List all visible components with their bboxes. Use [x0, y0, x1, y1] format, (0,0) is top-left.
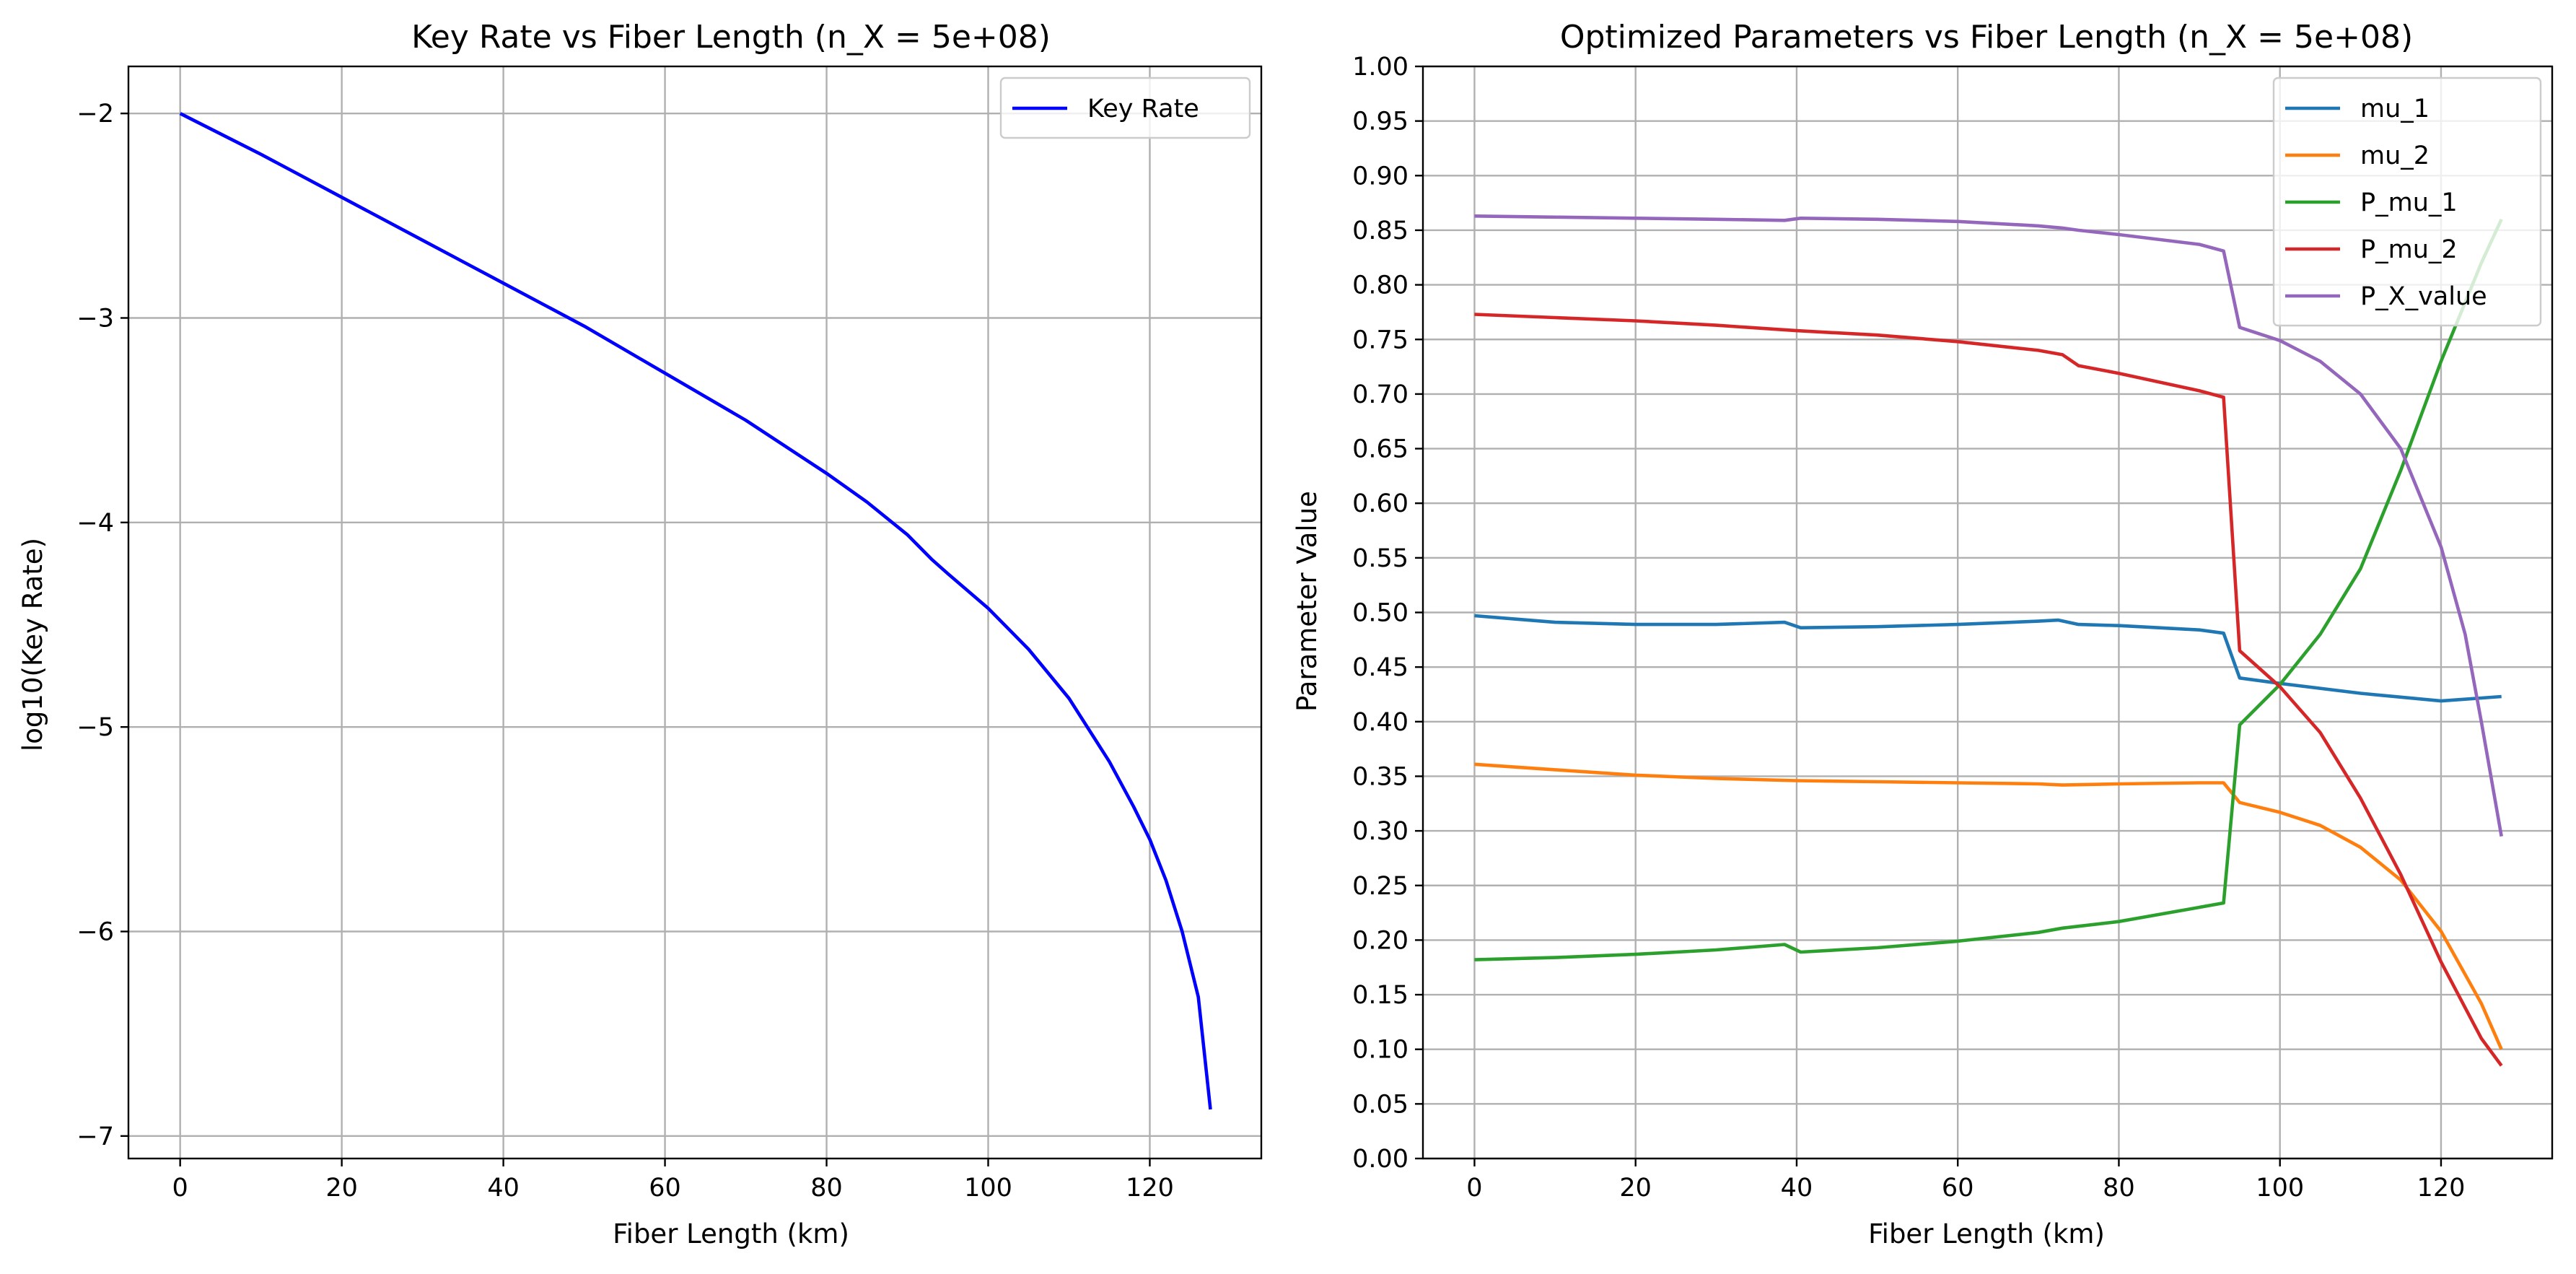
series-line-p-mu-1 [1474, 218, 2503, 961]
x-tick-label: 0 [1466, 1174, 1482, 1203]
y-tick-label: 0.75 [1352, 326, 1409, 354]
y-tick-label: 0.65 [1352, 435, 1409, 464]
x-tick-label: 80 [2103, 1174, 2135, 1203]
x-tick-label: 100 [964, 1174, 1012, 1203]
y-axis-ticks: 0.00 0.05 0.10 0.15 0.20 0.25 0.30 0.35 0.40 0.45… [1352, 53, 1423, 1174]
series-line-mu-2 [1474, 762, 2503, 1050]
key-rate-chart-ylabel: log10(Key Rate) [17, 538, 48, 751]
x-tick-label: 40 [1781, 1174, 1813, 1203]
y-tick-label: 0.30 [1352, 817, 1409, 846]
x-axis-ticks: 0 20 40 60 80 100 120 [172, 1159, 1174, 1203]
x-tick-label: 60 [1942, 1174, 1974, 1203]
legend: Key Rate [999, 77, 1251, 139]
y-tick-label: 0.55 [1352, 544, 1409, 573]
legend-label: mu_2 [2360, 141, 2430, 170]
legend-frame [999, 77, 1251, 139]
x-tick-label: 20 [325, 1174, 358, 1203]
plot-frame [127, 65, 1263, 1160]
legend-label: P_mu_1 [2360, 188, 2458, 217]
x-tick-label: 20 [1619, 1174, 1652, 1203]
y-tick-label: 1.00 [1352, 53, 1409, 82]
y-axis-ticks: −7 −6 −5 −4 −3 −2 [76, 100, 128, 1151]
series-line-p-mu-2 [1474, 313, 2503, 1067]
y-tick-label: 0.20 [1352, 926, 1409, 955]
y-tick-label: −3 [76, 305, 114, 333]
legend-frame [2272, 77, 2542, 327]
y-tick-label: 0.70 [1352, 380, 1409, 409]
x-tick-label: 100 [2256, 1174, 2304, 1203]
legend-label: Key Rate [1087, 95, 1199, 123]
y-tick-label: 0.60 [1352, 489, 1409, 518]
parameters-chart-xlabel: Fiber Length (km) [1868, 1218, 2105, 1249]
key-rate-chart: Key Rate vs Fiber Length (n_X = 5e+08) F… [17, 19, 1263, 1249]
key-rate-chart-title: Key Rate vs Fiber Length (n_X = 5e+08) [411, 19, 1051, 56]
x-tick-label: 60 [649, 1174, 681, 1203]
key-rate-chart-xlabel: Fiber Length (km) [613, 1218, 849, 1249]
series-line-key rate [179, 112, 1212, 1110]
x-tick-label: 120 [2417, 1174, 2466, 1203]
y-tick-label: 0.00 [1352, 1145, 1409, 1174]
y-tick-label: 0.80 [1352, 271, 1409, 300]
y-tick-label: 0.90 [1352, 162, 1409, 191]
x-tick-label: 0 [172, 1174, 188, 1203]
x-tick-label: 80 [810, 1174, 843, 1203]
series-lines [1474, 214, 2503, 1067]
y-tick-label: 0.95 [1352, 108, 1409, 136]
y-tick-label: 0.50 [1352, 599, 1409, 628]
y-tick-label: 0.45 [1352, 653, 1409, 682]
y-tick-label: −5 [76, 713, 114, 742]
series-line-p-x-value [1474, 214, 2503, 837]
y-tick-label: −6 [76, 918, 114, 947]
series-lines [179, 112, 1212, 1110]
x-tick-label: 120 [1126, 1174, 1174, 1203]
y-tick-label: −4 [76, 509, 114, 538]
legend: mu_1 mu_2 P_mu_1 P_mu_2 P_X_value [2272, 77, 2542, 327]
x-axis-ticks: 0 20 40 60 80 100 120 [1466, 1159, 2465, 1203]
y-tick-label: −7 [76, 1122, 114, 1151]
y-tick-label: 0.35 [1352, 762, 1409, 791]
x-tick-label: 40 [487, 1174, 520, 1203]
y-tick-label: −2 [76, 100, 114, 128]
y-tick-label: 0.40 [1352, 708, 1409, 737]
y-tick-label: 0.25 [1352, 872, 1409, 901]
y-tick-label: 0.05 [1352, 1090, 1409, 1119]
parameters-chart-title: Optimized Parameters vs Fiber Length (n_… [1560, 19, 2413, 56]
y-tick-label: 0.15 [1352, 981, 1409, 1010]
y-tick-label: 0.10 [1352, 1036, 1409, 1065]
legend-label: P_mu_2 [2360, 235, 2458, 264]
parameters-chart-ylabel: Parameter Value [1292, 491, 1323, 712]
legend-label: mu_1 [2360, 95, 2430, 123]
optimized-parameters-chart: Optimized Parameters vs Fiber Length (n_… [1292, 19, 2554, 1249]
y-tick-label: 0.85 [1352, 217, 1409, 245]
legend-label: P_X_value [2360, 282, 2487, 311]
